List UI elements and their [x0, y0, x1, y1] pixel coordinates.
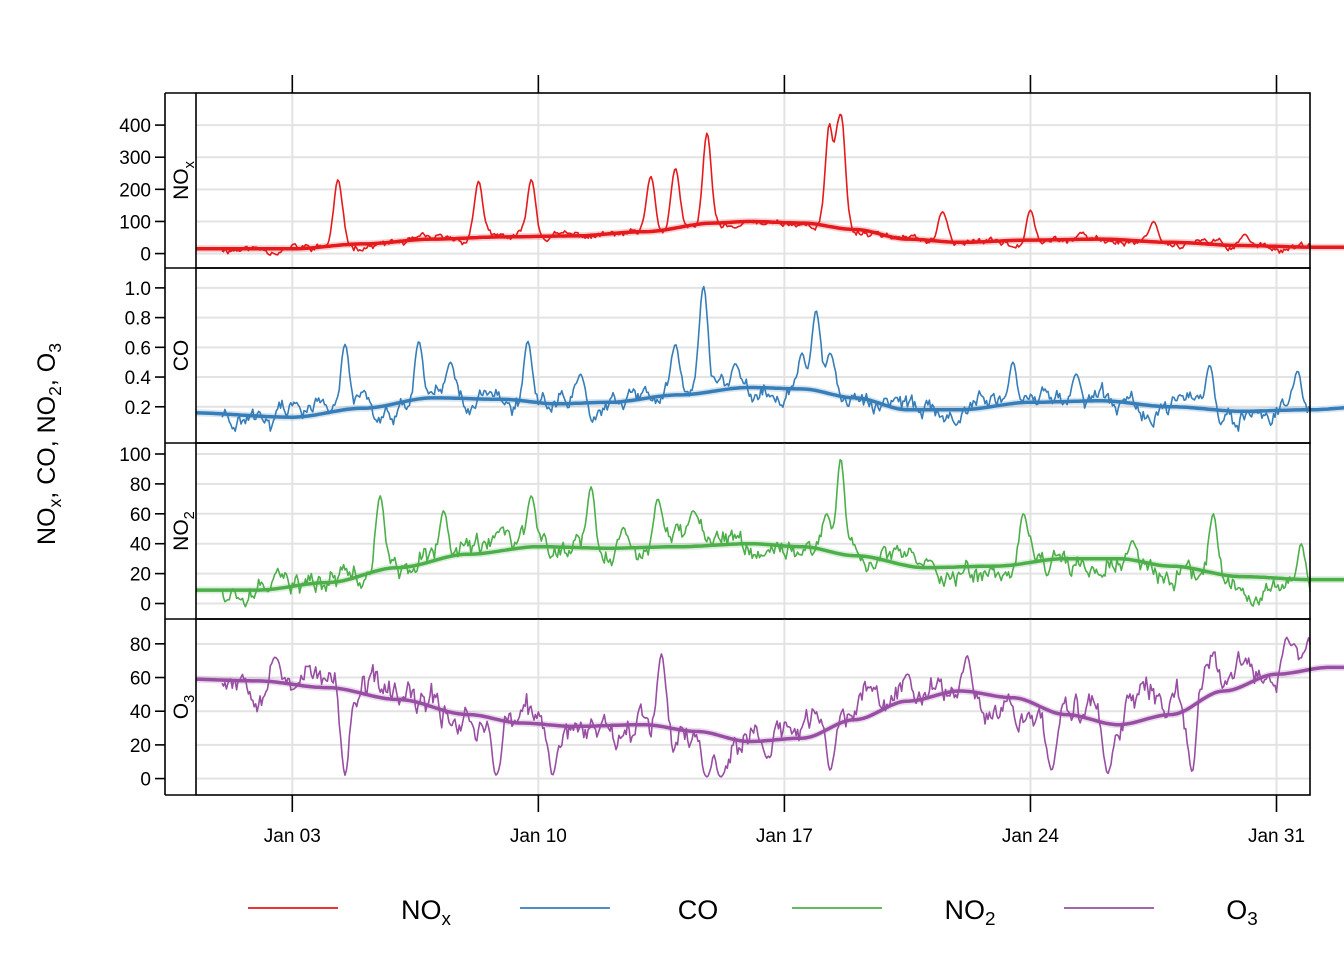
legend-label: NOx [401, 895, 452, 930]
y-tick-label: 40 [130, 535, 151, 556]
y-tick-label: 0.2 [125, 398, 151, 419]
y-tick-label: 20 [130, 736, 151, 757]
strip-label-no2: NO2 [170, 511, 198, 551]
y-tick-label: 300 [119, 148, 151, 169]
x-tick-label: Jan 03 [264, 826, 321, 847]
y-tick-label: 0 [140, 245, 151, 266]
legend: NOx CO NO2 O3 [248, 895, 1258, 930]
series-line-no2 [221, 458, 1311, 608]
strip-label-o3: O3 [170, 695, 198, 720]
y-axis-label: NOx, CO, NO2, O3 [33, 343, 65, 545]
panel-frame [195, 618, 1311, 796]
chart-panels: 0100200300400NOx0.20.40.60.81.0CO0204060… [119, 92, 1344, 796]
y-tick-label: 0 [140, 770, 151, 791]
y-axis-co: 0.2 0.4 0.6 0.8 1.0 [125, 279, 165, 419]
x-axis: Jan 03 Jan 10 Jan 17 Jan 24 Jan 31 [264, 75, 1305, 847]
panel-gridlines [196, 443, 1310, 619]
strip-label-co: CO [170, 340, 193, 372]
y-tick-label: 80 [130, 635, 151, 656]
panel-no2: 0 20 40 60 80 100 NO2 [119, 442, 1344, 620]
y-tick-label: 80 [130, 475, 151, 496]
y-tick-label: 100 [119, 212, 151, 233]
panel-o3: 0 20 40 60 80 O3 [130, 618, 1344, 796]
y-tick-label: 0.8 [125, 309, 151, 330]
legend-label: O3 [1226, 895, 1258, 930]
y-axis-o3: 0 20 40 60 80 [130, 635, 165, 791]
y-tick-label: 60 [130, 505, 151, 526]
legend-label: NO2 [944, 895, 995, 930]
legend-item-o3: O3 [1064, 895, 1258, 930]
smooth-trend-line-no2 [195, 541, 1344, 592]
x-tick-label: Jan 17 [756, 826, 813, 847]
y-tick-label: 20 [130, 565, 151, 586]
x-tick-label: Jan 10 [510, 826, 567, 847]
x-tick-label: Jan 31 [1248, 826, 1305, 847]
y-tick-label: 60 [130, 669, 151, 690]
legend-item-co: CO [520, 895, 718, 925]
series-line-co [221, 285, 1311, 433]
y-tick-label: 400 [119, 116, 151, 137]
y-tick-label: 100 [119, 445, 151, 466]
y-tick-label: 0.6 [125, 338, 151, 359]
x-tick-label: Jan 24 [1002, 826, 1059, 847]
y-tick-label: 40 [130, 702, 151, 723]
series-line-o3 [221, 636, 1311, 778]
series-line-nox [221, 113, 1311, 256]
panel-nox: 0 100 200 300 400 NOx [119, 92, 1344, 269]
y-tick-label: 0.4 [125, 368, 152, 389]
smooth-trend-line-o3 [195, 665, 1344, 744]
y-axis-no2: 0 20 40 60 80 100 [119, 445, 165, 616]
legend-item-nox: NOx [248, 895, 452, 930]
strip-label-nox: NOx [170, 160, 198, 200]
panel-frame [195, 442, 1311, 620]
legend-label: CO [678, 895, 719, 925]
legend-item-no2: NO2 [792, 895, 996, 930]
y-tick-label: 0 [140, 595, 151, 616]
y-tick-label: 1.0 [125, 279, 151, 300]
panel-gridlines [196, 619, 1310, 795]
smooth-confidence-band-o3 [195, 663, 1344, 745]
panel-co: 0.2 0.4 0.6 0.8 1.0 CO [125, 267, 1344, 444]
y-axis-title: NOx, CO, NO2, O3 [33, 343, 65, 545]
smooth-trend-line-co [195, 385, 1344, 419]
smooth-trend-line-nox [195, 219, 1344, 251]
y-axis-nox: 0 100 200 300 400 [119, 116, 165, 266]
y-tick-label: 200 [119, 180, 151, 201]
